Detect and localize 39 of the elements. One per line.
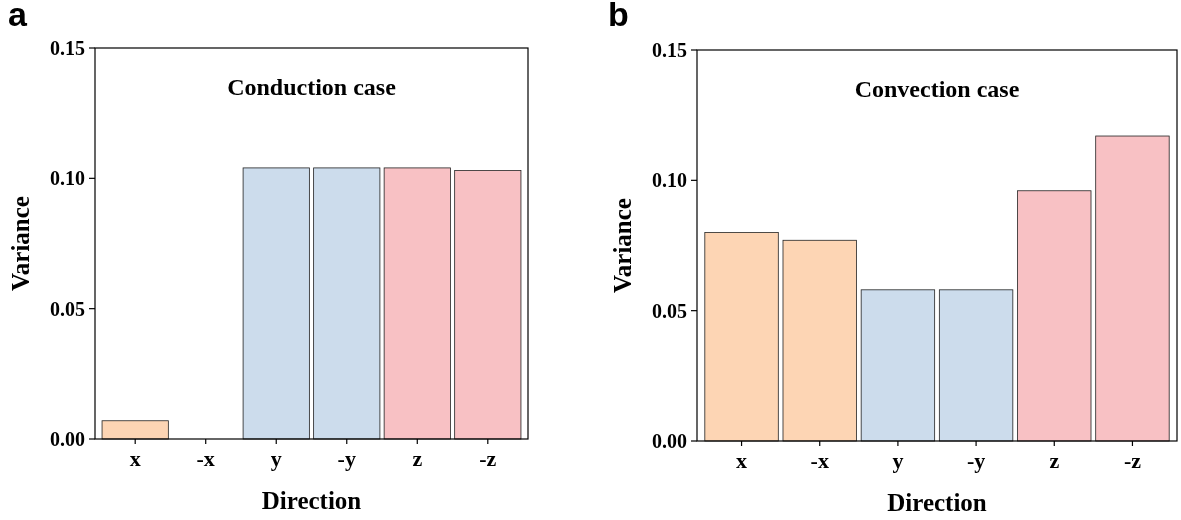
y-tick-label: 0.15 xyxy=(652,39,687,61)
bar xyxy=(101,420,169,440)
x-tick-label: -z xyxy=(479,446,497,471)
text: b xyxy=(608,0,629,33)
y-tick-label: 0.00 xyxy=(652,430,687,452)
y-tick-label: 0.00 xyxy=(50,428,85,450)
x-tick-label: -y xyxy=(966,448,986,473)
x-tick-label: x xyxy=(129,446,141,471)
bar xyxy=(1017,190,1092,442)
bar xyxy=(242,167,310,440)
x-tick-label: -z xyxy=(1123,448,1142,473)
x-tick-label: -x xyxy=(196,446,215,471)
y-axis-title: Variance xyxy=(609,198,636,293)
x-tick-label: x xyxy=(736,448,748,473)
y-tick-label: 0.10 xyxy=(652,169,687,192)
x-tick-label: -x xyxy=(810,448,829,473)
y-axis-title: Variance xyxy=(7,196,34,291)
y-tick-label: 0.10 xyxy=(50,167,85,190)
text: a xyxy=(8,0,28,33)
bar xyxy=(782,239,857,442)
bar xyxy=(383,167,451,440)
x-axis-title: Direction xyxy=(261,487,362,514)
bar xyxy=(938,289,1014,442)
bar xyxy=(1095,135,1170,442)
x-tick-label: -y xyxy=(337,446,356,471)
text: Convection case xyxy=(854,76,1020,102)
x-tick-label: z xyxy=(412,446,423,471)
y-tick-label: 0.05 xyxy=(50,297,85,320)
bar xyxy=(704,232,779,442)
y-tick-label: 0.15 xyxy=(50,37,85,59)
y-tick-label: 0.05 xyxy=(652,299,687,322)
bar xyxy=(454,170,522,440)
bar xyxy=(313,167,381,440)
x-tick-label: y xyxy=(270,446,282,471)
x-axis-title: Direction xyxy=(887,489,987,516)
text: Conduction case xyxy=(227,74,397,100)
x-tick-label: y xyxy=(892,448,904,473)
bar xyxy=(860,289,936,442)
x-tick-label: z xyxy=(1049,448,1060,473)
